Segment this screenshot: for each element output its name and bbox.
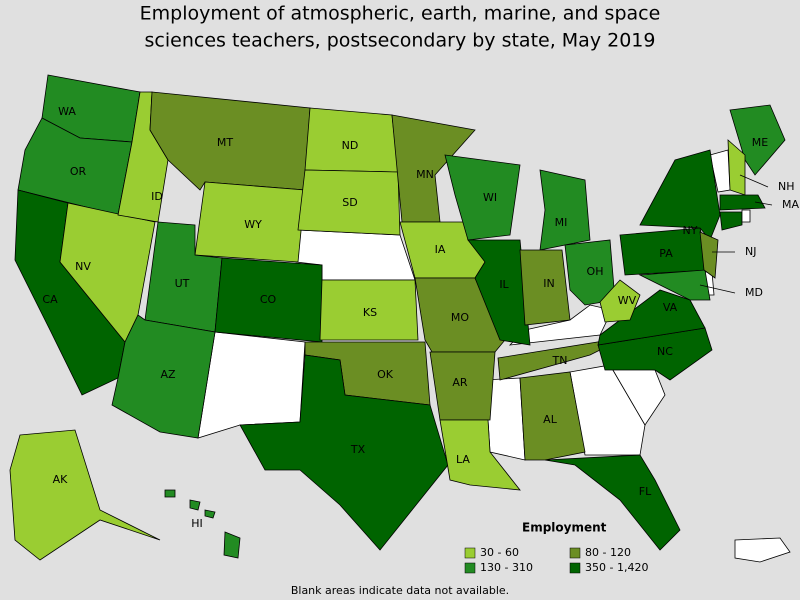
state-label: ID <box>151 190 163 203</box>
state-label: LA <box>456 453 470 466</box>
state-label: WV <box>618 294 637 307</box>
title-line: sciences teachers, postsecondary by stat… <box>145 30 656 52</box>
state-shape <box>297 169 401 236</box>
legend-swatch <box>464 562 476 574</box>
state-label: WA <box>58 105 76 118</box>
state-shape <box>729 104 786 176</box>
state-shape <box>164 489 176 498</box>
state-label: NV <box>75 260 91 273</box>
state-shape <box>197 331 306 439</box>
state-label: NC <box>657 345 673 358</box>
legend-label: 350 - 1,420 <box>585 561 648 574</box>
state-label: AL <box>543 413 558 426</box>
state-label: OR <box>70 165 87 178</box>
legend-swatch <box>464 547 476 559</box>
footnote: Blank areas indicate data not available. <box>291 584 509 597</box>
state-label: AK <box>53 473 69 486</box>
state-label: HI <box>191 517 203 530</box>
states: WA OR CA NV ID MT WY UT AZ CO ND SD KS OK TX MN IA MO AR LA… <box>9 74 799 561</box>
state-shape <box>741 209 751 223</box>
state-shape <box>194 181 306 263</box>
state-shape <box>223 531 241 559</box>
legend-label: 30 - 60 <box>480 546 519 559</box>
state-shape <box>189 499 201 511</box>
state-shape <box>639 149 721 241</box>
state-label: AR <box>452 376 468 389</box>
state-shape <box>519 371 586 461</box>
state-shape <box>467 239 531 346</box>
state-label: ND <box>342 139 359 152</box>
state-label: TN <box>552 354 568 367</box>
state-label: NH <box>778 180 795 193</box>
state-label: CA <box>42 293 58 306</box>
state-label: MO <box>451 311 469 324</box>
legend-title: Employment <box>522 521 607 535</box>
state-shape <box>544 454 681 551</box>
state-label: WY <box>244 218 262 231</box>
leader-line <box>754 201 773 206</box>
legend-label: 130 - 310 <box>480 561 533 574</box>
state-label: SD <box>342 196 357 209</box>
state-label: VA <box>663 301 678 314</box>
state-shape <box>597 289 706 346</box>
state-label: UT <box>175 277 190 290</box>
title-line: Employment of atmospheric, earth, marine… <box>140 3 661 25</box>
state-shape <box>638 269 711 301</box>
state-shape <box>391 114 476 223</box>
state-label: PA <box>659 247 673 260</box>
state-shape <box>444 154 521 241</box>
state-shape <box>719 194 766 211</box>
state-shape <box>319 279 419 341</box>
unlabeled-states <box>197 149 791 563</box>
state-label: CO <box>260 293 277 306</box>
state-label: NY <box>683 224 698 237</box>
state-label: OK <box>377 368 394 381</box>
state-label: MI <box>555 216 568 229</box>
state-label: MN <box>416 168 434 181</box>
state-shape <box>239 354 449 551</box>
state-label: IA <box>435 243 446 256</box>
state-label: FL <box>639 485 652 498</box>
state-shape <box>734 537 791 563</box>
state-shape <box>719 211 743 231</box>
state-label: ME <box>752 136 768 149</box>
state-shape <box>699 231 719 279</box>
state-shape <box>539 169 591 251</box>
state-shape <box>111 314 216 439</box>
state-shape <box>204 509 216 519</box>
state-label: MT <box>217 136 233 149</box>
state-label: OH <box>587 265 604 278</box>
state-label: IN <box>543 277 554 290</box>
leader-line <box>739 174 769 188</box>
state-label: MD <box>745 286 763 299</box>
state-shape <box>429 351 496 421</box>
state-shape <box>599 279 641 323</box>
legend-swatch <box>569 562 581 574</box>
state-label: AZ <box>160 368 176 381</box>
state-shape <box>519 249 571 326</box>
state-shape <box>439 419 521 491</box>
state-label: TX <box>350 443 366 456</box>
state-label: KS <box>363 306 377 319</box>
legend-swatch <box>569 547 581 559</box>
state-label: MA <box>782 198 799 211</box>
leader-line <box>699 284 736 294</box>
state-label: NJ <box>745 245 756 258</box>
legend-label: 80 - 120 <box>585 546 631 559</box>
legend: Employment 30 - 60 80 - 120 130 - 310 350 -… <box>464 521 648 574</box>
state-shape <box>9 429 161 561</box>
state-label: WI <box>483 191 497 204</box>
state-label: IL <box>499 278 509 291</box>
